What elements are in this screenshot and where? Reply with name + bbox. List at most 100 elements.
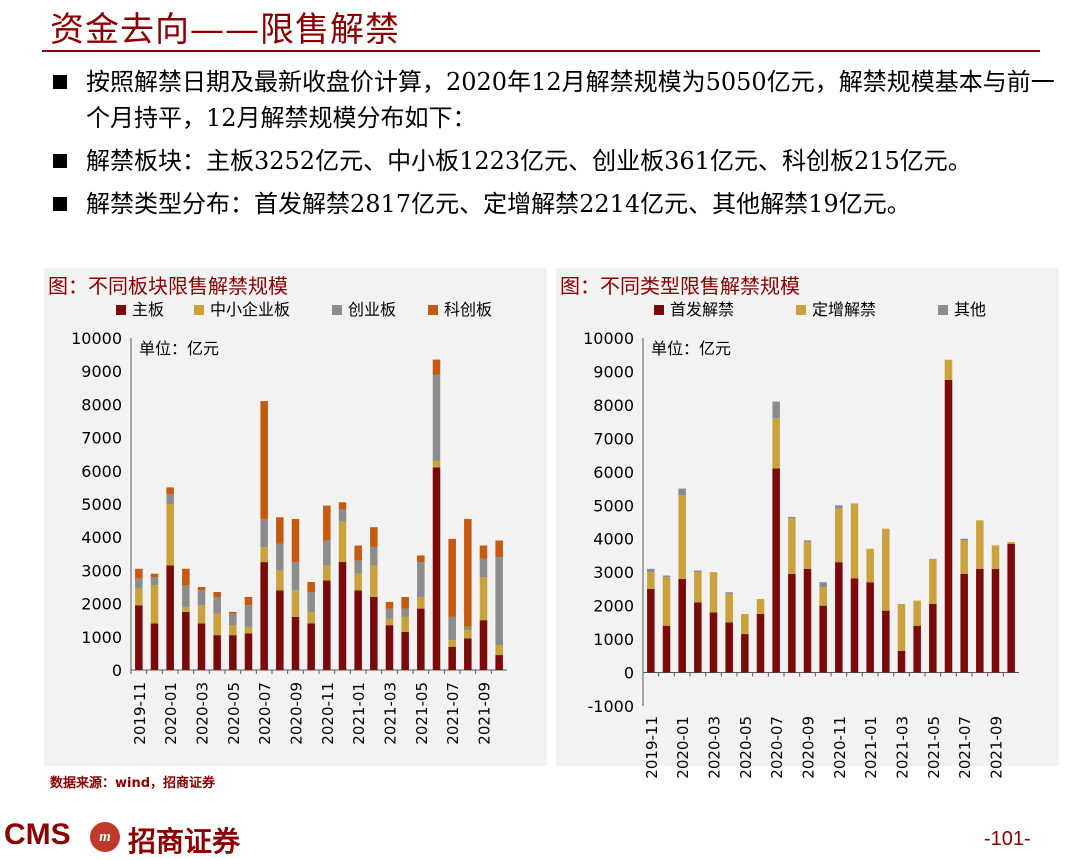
bar-segment: [850, 504, 859, 579]
square-bullet-icon: [53, 197, 67, 211]
bar-segment: [244, 596, 253, 606]
bar-segment: [944, 379, 953, 673]
bar-segment: [213, 613, 221, 636]
bar-segment: [929, 558, 937, 604]
bar-segment: [291, 616, 300, 670]
bar-segment: [464, 638, 472, 670]
bar-segment: [260, 562, 268, 670]
bar-segment: [448, 538, 456, 617]
bar-segment: [370, 596, 378, 670]
y-tick-label: 0: [624, 664, 634, 683]
bar-segment: [135, 568, 143, 579]
bar-segment: [479, 620, 488, 670]
y-tick-label: 6000: [81, 462, 122, 481]
bar-segment: [213, 596, 221, 614]
bar-segment: [197, 623, 206, 670]
bar-segment: [166, 565, 174, 670]
bar-segment: [150, 573, 159, 578]
bar-segment: [1007, 542, 1015, 544]
bar-segment: [897, 603, 906, 651]
bar-segment: [819, 605, 827, 673]
bar-segment: [417, 596, 425, 609]
bar-segment: [850, 578, 859, 673]
bar-segment: [244, 633, 253, 670]
bar-segment: [432, 467, 441, 670]
bar-segment: [991, 545, 1000, 569]
square-bullet-icon: [53, 154, 67, 168]
x-tick-label: 2021-03: [894, 716, 912, 779]
stacked-bar-chart-board: 0 1000 2000 3000 4000 5000 6000 7000 8000 9000 100…: [71, 329, 507, 745]
title-divider: [42, 50, 1040, 52]
x-tick-label: 2021-03: [382, 682, 400, 745]
bar-segment: [354, 573, 362, 591]
legend-swatch: [332, 305, 342, 315]
bar-segment: [150, 577, 159, 586]
y-tick-label: 2000: [593, 597, 634, 616]
y-tick-label: 6000: [593, 463, 634, 482]
y-tick-label: 1000: [81, 628, 122, 647]
bar-segment: [432, 460, 441, 468]
y-tick-label: 2000: [81, 595, 122, 614]
y-tick-label: 4000: [593, 530, 634, 549]
bar-segment: [260, 547, 268, 563]
x-tick-label: 2020-05: [225, 682, 243, 745]
brand-cms-text: CMS: [4, 818, 71, 851]
bar-segment: [741, 614, 749, 635]
y-tick-label: 10000: [71, 329, 122, 348]
bar-segment: [448, 616, 456, 641]
legend-item-other: 其他: [938, 300, 986, 320]
legend-item-placement-unlock: 定增解禁: [796, 300, 876, 320]
bar-segment: [307, 623, 315, 670]
y-tick-label: 8000: [593, 396, 634, 415]
bar-segment: [960, 540, 968, 574]
bar-segment: [338, 502, 347, 510]
brand-emblem-icon: m: [90, 822, 120, 852]
y-tick-label: 5000: [593, 496, 634, 515]
y-tick-label: 1000: [593, 630, 634, 649]
y-tick-label: -1000: [588, 697, 635, 716]
bar-segment: [276, 517, 284, 544]
bar-segment: [197, 590, 206, 606]
bar-segment: [694, 602, 702, 673]
bar-segment: [432, 374, 441, 461]
bar-segment: [803, 540, 812, 543]
y-tick-label: 3000: [593, 563, 634, 582]
x-tick-label: 2019-11: [643, 716, 661, 779]
bar-segment: [725, 593, 733, 623]
bar-segment: [182, 585, 190, 607]
legend-item-sme-board: 中小企业板: [194, 300, 290, 320]
bullet-item: 解禁板块：主板3252亿元、中小板1223亿元、创业板361亿元、科创板215亿…: [50, 143, 1075, 179]
bar-segment: [479, 545, 488, 559]
bar-segment: [662, 575, 671, 578]
x-tick-label: 2020-01: [674, 716, 692, 779]
bar-segment: [338, 562, 347, 670]
bar-segment: [835, 508, 843, 563]
bar-segment: [323, 565, 331, 581]
bar-segment: [850, 503, 859, 505]
bar-segment: [448, 646, 456, 670]
stacked-bar-chart-type: -1000 0 1000 2000 3000 4000 5000 6000 7000 8000 90…: [583, 329, 1019, 779]
legend-label: 科创板: [444, 300, 493, 319]
bar-segment: [788, 516, 796, 519]
x-tick-label: 2020-01: [162, 682, 180, 745]
unit-label: 单位：亿元: [139, 339, 219, 358]
bar-segment: [370, 565, 378, 597]
bar-segment: [166, 487, 174, 495]
bar-segment: [166, 494, 174, 504]
bar-segment: [182, 606, 190, 612]
bar-segment: [678, 578, 686, 673]
bar-segment: [229, 613, 237, 626]
y-tick-label: 10000: [583, 329, 634, 348]
bar-segment: [772, 468, 780, 673]
bar-segment: [495, 540, 503, 558]
y-tick-label: 9000: [593, 362, 634, 381]
legend-label: 定增解禁: [812, 300, 877, 319]
bar-segment: [135, 605, 143, 670]
bar-segment: [741, 634, 749, 673]
bar-segment: [464, 518, 472, 627]
bar-segment: [135, 588, 143, 606]
bullet-list: 按照解禁日期及最新收盘价计算，2020年12月解禁规模为5050亿元，解禁规模基…: [50, 64, 1075, 229]
bar-segment: [882, 528, 890, 611]
bullet-item: 按照解禁日期及最新收盘价计算，2020年12月解禁规模为5050亿元，解禁规模基…: [50, 64, 1075, 136]
legend-swatch: [938, 305, 948, 315]
